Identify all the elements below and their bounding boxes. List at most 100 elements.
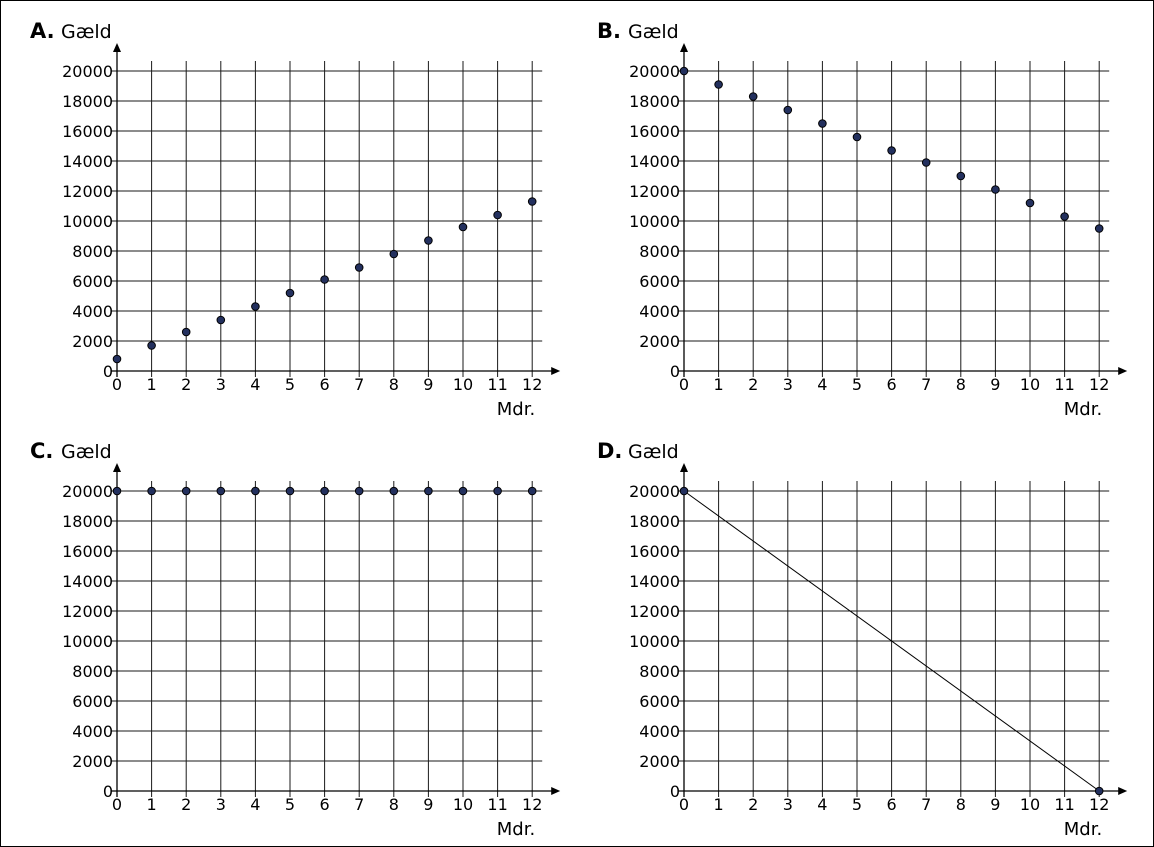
y-axis-arrow (113, 43, 121, 52)
y-tick-label: 0 (103, 362, 113, 381)
x-tick-label: 6 (887, 375, 897, 394)
panel-letter: D. (597, 439, 622, 463)
data-point (818, 119, 827, 128)
y-tick-label: 2000 (72, 332, 113, 351)
data-point (1060, 212, 1069, 221)
grid (678, 61, 1110, 377)
y-tick-label: 10000 (62, 632, 113, 651)
y-tick-label: 20000 (629, 62, 680, 81)
x-tick-label: 11 (1054, 795, 1074, 814)
x-tick-label: 10 (1020, 375, 1040, 394)
x-tick-label: 10 (1020, 795, 1040, 814)
y-tick-label: 0 (103, 782, 113, 801)
x-tick-label: 0 (679, 795, 689, 814)
x-axis-label: Mdr. (1064, 399, 1102, 420)
y-tick-label: 18000 (62, 92, 113, 111)
y-tick-label: 8000 (639, 242, 680, 261)
y-tick-label: 4000 (639, 302, 680, 321)
panel-letter: B. (597, 19, 621, 43)
data-point (354, 263, 364, 272)
y-tick-label: 0 (670, 362, 680, 381)
y-tick-label: 20000 (62, 62, 113, 81)
panel-letter: C. (30, 439, 53, 463)
y-tick-label: 0 (670, 782, 680, 801)
y-axis-arrow (113, 463, 121, 472)
y-tick-label: 12000 (629, 182, 680, 201)
x-tick-label: 1 (714, 795, 724, 814)
x-tick-label: 9 (423, 795, 433, 814)
y-tick-label: 4000 (72, 302, 113, 321)
data-point (991, 185, 1000, 194)
x-tick-label: 1 (147, 795, 157, 814)
data-point (679, 66, 689, 76)
y-tick-label: 14000 (62, 152, 113, 171)
data-point (714, 80, 723, 89)
y-tick-label: 16000 (62, 542, 113, 561)
data-point (458, 486, 468, 496)
y-axis-arrow (680, 463, 688, 472)
data-point (887, 146, 896, 155)
data-point (112, 354, 122, 364)
x-tick-label: 12 (1089, 795, 1109, 814)
x-tick-label: 8 (956, 795, 966, 814)
grid (111, 481, 543, 797)
data-point (112, 486, 122, 496)
x-tick-label: 0 (112, 795, 122, 814)
x-tick-label: 9 (990, 795, 1000, 814)
grid (111, 61, 543, 377)
data-point (424, 236, 433, 245)
x-tick-label: 7 (354, 375, 364, 394)
x-tick-label: 10 (453, 795, 473, 814)
y-tick-label: 12000 (62, 182, 113, 201)
x-tick-label: 0 (112, 375, 122, 394)
data-point (251, 302, 260, 311)
x-tick-label: 11 (1054, 375, 1074, 394)
x-tick-label: 9 (423, 375, 433, 394)
y-tick-label: 12000 (62, 602, 113, 621)
x-tick-label: 12 (522, 795, 542, 814)
x-tick-label: 9 (990, 375, 1000, 394)
x-tick-label: 7 (354, 795, 364, 814)
y-tick-label: 18000 (629, 92, 680, 111)
data-point (251, 486, 260, 496)
x-axis-label: Mdr. (497, 819, 535, 840)
data-point (181, 486, 191, 496)
data-point (921, 158, 931, 167)
y-tick-label: 14000 (629, 572, 680, 591)
x-tick-label: 1 (714, 375, 724, 394)
data-point (493, 486, 502, 496)
y-tick-label: 10000 (629, 212, 680, 231)
data-point (1094, 224, 1104, 233)
y-tick-label: 8000 (639, 662, 680, 681)
y-tick-label: 20000 (62, 482, 113, 501)
x-tick-label: 0 (679, 375, 689, 394)
y-tick-label: 4000 (72, 722, 113, 741)
data-point (285, 288, 295, 298)
panel-c: 0200040006000800010000120001400016000180… (30, 439, 561, 840)
data-point (354, 486, 364, 496)
x-tick-label: 8 (956, 375, 966, 394)
y-tick-label: 18000 (62, 512, 113, 531)
data-point (527, 486, 537, 496)
x-tick-label: 5 (285, 795, 295, 814)
x-tick-label: 3 (783, 375, 793, 394)
x-tick-label: 3 (216, 375, 226, 394)
x-axis-arrow (551, 787, 561, 795)
data-point (181, 327, 191, 337)
x-tick-label: 5 (852, 795, 862, 814)
panel-d: 0200040006000800010000120001400016000180… (597, 439, 1128, 840)
x-tick-label: 12 (522, 375, 542, 394)
x-tick-label: 2 (748, 375, 758, 394)
x-tick-label: 5 (285, 375, 295, 394)
y-tick-label: 6000 (72, 692, 113, 711)
data-point (216, 486, 226, 496)
y-tick-label: 16000 (629, 122, 680, 141)
panel-a: 0200040006000800010000120001400016000180… (30, 19, 561, 420)
y-tick-label: 10000 (629, 632, 680, 651)
data-point (216, 315, 226, 325)
x-tick-label: 4 (250, 795, 260, 814)
data-point (493, 210, 502, 220)
x-tick-label: 4 (250, 375, 260, 394)
